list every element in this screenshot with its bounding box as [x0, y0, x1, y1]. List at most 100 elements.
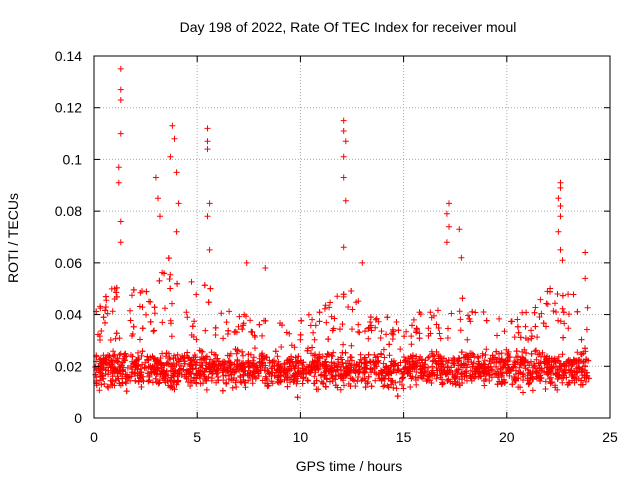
roti-point [169, 122, 176, 129]
roti-point [503, 346, 510, 353]
roti-point [139, 325, 146, 332]
roti-point [187, 383, 194, 389]
roti-point [288, 365, 295, 372]
roti-point [188, 278, 195, 285]
roti-point [151, 304, 158, 311]
roti-point [340, 291, 347, 298]
roti-point [203, 377, 210, 384]
roti-point [324, 351, 331, 358]
roti-point [358, 359, 365, 366]
roti-point [151, 327, 158, 334]
roti-point [145, 378, 152, 385]
roti-point [538, 365, 545, 372]
roti-point [135, 378, 142, 385]
roti-point [506, 354, 512, 361]
roti-point [444, 364, 451, 371]
roti-point [241, 361, 248, 368]
roti-point [488, 366, 495, 373]
roti-point [248, 329, 255, 335]
roti-point [161, 270, 168, 277]
roti-point [497, 366, 504, 373]
roti-point [223, 319, 230, 326]
roti-point [328, 352, 335, 359]
roti-point [139, 288, 145, 294]
roti-point [135, 349, 141, 356]
roti-point [203, 353, 210, 360]
roti-point [309, 367, 316, 374]
roti-point [262, 265, 269, 271]
roti-point [403, 328, 410, 335]
roti-point [189, 323, 196, 330]
roti-point [559, 351, 566, 358]
roti-point [426, 353, 433, 360]
roti-point [537, 375, 544, 382]
roti-point [112, 335, 119, 342]
roti-point [174, 280, 181, 287]
roti-point [351, 377, 357, 384]
roti-point [110, 364, 117, 371]
roti-point [383, 331, 390, 338]
roti-point [196, 347, 203, 354]
roti-point [320, 380, 327, 387]
roti-point [96, 387, 103, 394]
roti-point [112, 365, 118, 372]
roti-point [456, 226, 463, 233]
roti-point [131, 359, 138, 366]
roti-point [462, 368, 469, 375]
roti-point [547, 374, 554, 381]
roti-point [468, 350, 475, 357]
roti-point [327, 378, 333, 385]
roti-point [510, 364, 517, 371]
roti-point [220, 335, 227, 342]
roti-point [295, 353, 302, 360]
roti-point [104, 383, 111, 390]
roti-point [563, 360, 570, 366]
roti-point [307, 322, 314, 329]
roti-point [101, 381, 108, 387]
roti-point [132, 364, 139, 371]
roti-point [281, 361, 288, 368]
roti-point [582, 275, 589, 282]
roti-point [204, 146, 211, 153]
roti-point [231, 329, 238, 336]
roti-point [261, 367, 268, 374]
roti-point [444, 378, 451, 384]
roti-point [557, 213, 564, 220]
roti-point [136, 303, 143, 310]
roti-point [542, 356, 549, 363]
roti-point [300, 375, 307, 382]
roti-point [533, 347, 539, 354]
roti-point [183, 375, 190, 382]
roti-point [355, 328, 362, 335]
roti-point [332, 373, 339, 379]
roti-point [268, 365, 275, 372]
roti-point [163, 360, 170, 367]
roti-point [156, 277, 163, 284]
roti-point [557, 203, 564, 209]
roti-point [340, 174, 347, 181]
roti-point [353, 299, 360, 306]
roti-point [462, 351, 469, 358]
roti-point [480, 369, 487, 376]
roti-point [289, 358, 296, 365]
roti-point [226, 308, 233, 315]
roti-point [150, 328, 157, 335]
roti-point [168, 333, 175, 340]
roti-point [553, 309, 559, 315]
roti-point [338, 373, 345, 380]
y-tick-label: 0.02 [55, 358, 82, 374]
roti-point [456, 308, 463, 315]
roti-point [430, 369, 437, 376]
roti-point [409, 355, 416, 362]
roti-point [349, 306, 356, 313]
roti-point [394, 393, 401, 400]
roti-point [439, 381, 446, 388]
roti-point [372, 377, 379, 384]
roti-point [577, 381, 584, 388]
roti-point [304, 347, 311, 354]
roti-point [102, 307, 109, 314]
roti-point [513, 348, 520, 355]
roti-point [113, 330, 120, 337]
roti-point [559, 292, 566, 299]
roti-point [458, 349, 465, 356]
